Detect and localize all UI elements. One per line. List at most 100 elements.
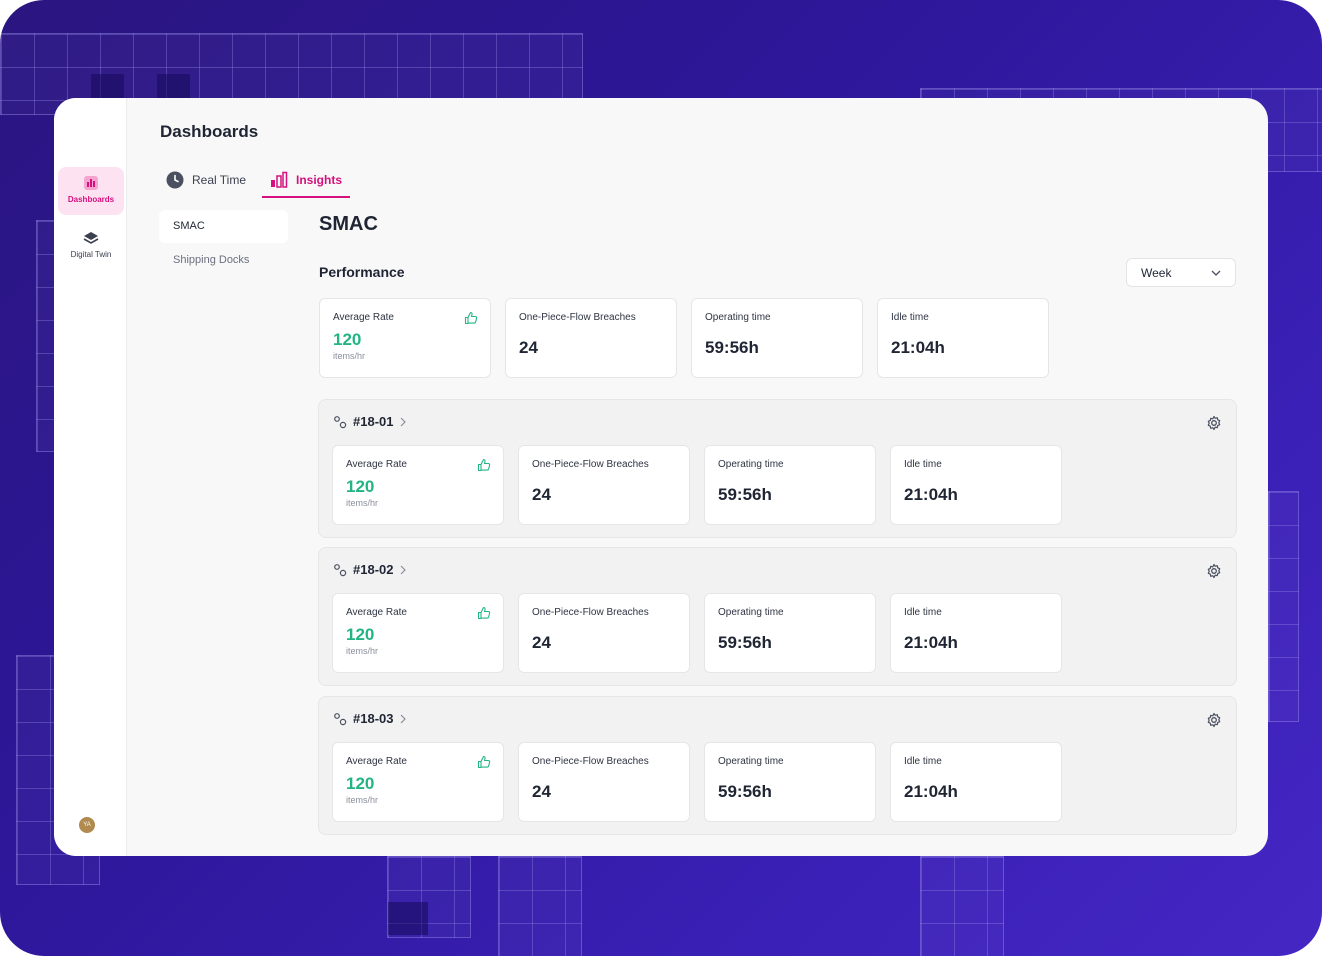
metric-value: 120 — [346, 625, 375, 644]
metric-value: 24 — [519, 338, 538, 357]
sidebar-item-dashboards[interactable]: Dashboards — [58, 167, 124, 215]
metric-label: Average Rate — [346, 459, 407, 470]
metric-card-breaches: One-Piece-Flow Breaches 24 — [518, 742, 690, 822]
sidebar-item-label: Digital Twin — [70, 250, 112, 259]
metric-value: 24 — [532, 485, 551, 504]
metric-label: Idle time — [904, 459, 942, 470]
gear-icon[interactable] — [1206, 712, 1222, 728]
metric-label: Average Rate — [346, 607, 407, 618]
metric-label: One-Piece-Flow Breaches — [532, 607, 649, 618]
metric-card-idle-time: Idle time 21:04h — [890, 742, 1062, 822]
bar-chart-icon — [84, 176, 98, 190]
sidebar-item-digital-twin[interactable]: Digital Twin — [58, 222, 124, 270]
metric-card-operating-time: Operating time 59:56h — [704, 742, 876, 822]
metric-card-idle-time: Idle time 21:04h — [877, 298, 1049, 378]
thumbs-up-icon — [477, 458, 491, 472]
metric-value: 59:56h — [705, 338, 759, 357]
station-group: #18-02 Average Rate 120 items/hr One-Pie… — [318, 547, 1237, 686]
metric-card-operating-time: Operating time 59:56h — [704, 445, 876, 525]
metric-value: 120 — [346, 477, 375, 496]
metric-value: 21:04h — [891, 338, 945, 357]
metric-value: 120 — [346, 774, 375, 793]
decorative-grid — [1268, 491, 1299, 722]
decorative-grid — [498, 856, 582, 956]
period-select-value: Week — [1141, 265, 1172, 280]
metric-card-operating-time: Operating time 59:56h — [704, 593, 876, 673]
metric-label: Operating time — [718, 459, 784, 470]
thumbs-up-icon — [477, 755, 491, 769]
thumbs-up-icon — [464, 311, 478, 325]
station-group: #18-03 Average Rate 120 items/hr One-Pie… — [318, 696, 1237, 835]
sidebar-item-label: Dashboards — [67, 195, 115, 204]
metric-value: 21:04h — [904, 485, 958, 504]
decorative-grid-cell — [388, 902, 428, 935]
metric-unit: items/hr — [333, 351, 366, 361]
metric-unit: items/hr — [346, 498, 379, 508]
metric-value: 21:04h — [904, 782, 958, 801]
subnav-item-shipping-docks[interactable]: Shipping Docks — [173, 254, 250, 266]
tab-label: Insights — [296, 173, 343, 187]
station-name: #18-03 — [353, 711, 394, 726]
chevron-right-icon — [401, 714, 407, 723]
metric-card-average-rate: Average Rate 120 items/hr — [332, 445, 504, 525]
page-title: Dashboards — [160, 122, 259, 141]
metric-label: Idle time — [891, 312, 929, 323]
metric-label: Average Rate — [346, 756, 407, 767]
metric-value: 120 — [333, 330, 362, 349]
performance-title: Performance — [319, 264, 405, 280]
cogs-icon — [334, 712, 347, 725]
decorative-grid-cell — [157, 74, 190, 99]
tab-real-time[interactable]: Real Time — [166, 164, 246, 196]
metric-unit: items/hr — [346, 795, 379, 805]
metric-value: 59:56h — [718, 633, 772, 652]
metric-value: 59:56h — [718, 485, 772, 504]
gear-icon[interactable] — [1206, 415, 1222, 431]
station-group: #18-01 Average Rate 120 items/hr One-Pie… — [318, 399, 1237, 538]
gear-icon[interactable] — [1206, 563, 1222, 579]
metric-value: 59:56h — [718, 782, 772, 801]
metric-card-average-rate: Average Rate 120 items/hr — [332, 593, 504, 673]
station-header[interactable]: #18-01 — [333, 414, 407, 429]
clock-icon — [166, 171, 184, 189]
metric-label: Average Rate — [333, 312, 394, 323]
metric-card-breaches: One-Piece-Flow Breaches 24 — [518, 593, 690, 673]
metric-unit: items/hr — [346, 646, 379, 656]
metric-card-operating-time: Operating time 59:56h — [691, 298, 863, 378]
metric-label: Operating time — [718, 756, 784, 767]
metric-label: Idle time — [904, 756, 942, 767]
station-header[interactable]: #18-03 — [333, 711, 407, 726]
metric-card-average-rate: Average Rate 120 items/hr — [332, 742, 504, 822]
metric-card-breaches: One-Piece-Flow Breaches 24 — [518, 445, 690, 525]
subnav-item-smac[interactable]: SMAC — [159, 210, 288, 243]
decorative-grid — [920, 856, 1004, 956]
chevron-right-icon — [401, 417, 407, 426]
decorative-grid-cell — [91, 74, 124, 99]
metric-card-idle-time: Idle time 21:04h — [890, 593, 1062, 673]
metric-label: Operating time — [718, 607, 784, 618]
layers-icon — [83, 232, 99, 244]
thumbs-up-icon — [477, 606, 491, 620]
metric-value: 21:04h — [904, 633, 958, 652]
metric-card-idle-time: Idle time 21:04h — [890, 445, 1062, 525]
cogs-icon — [334, 563, 347, 576]
metric-card-breaches: One-Piece-Flow Breaches 24 — [505, 298, 677, 378]
metric-label: Idle time — [904, 607, 942, 618]
metric-value: 24 — [532, 782, 551, 801]
station-name: #18-01 — [353, 414, 394, 429]
period-select[interactable]: Week — [1126, 258, 1236, 287]
metric-label: One-Piece-Flow Breaches — [532, 459, 649, 470]
metric-label: One-Piece-Flow Breaches — [532, 756, 649, 767]
tab-label: Real Time — [192, 173, 247, 187]
station-header[interactable]: #18-02 — [333, 562, 407, 577]
avatar[interactable]: YA — [79, 817, 95, 833]
chevron-down-icon — [1211, 270, 1221, 276]
metric-label: Operating time — [705, 312, 771, 323]
app-window: Dashboards Digital Twin YA Dashboards Re… — [54, 98, 1268, 856]
metric-label: One-Piece-Flow Breaches — [519, 312, 636, 323]
tab-insights[interactable]: Insights — [262, 164, 351, 198]
bar-chart-icon — [271, 171, 288, 188]
sidebar: Dashboards Digital Twin YA — [54, 98, 127, 856]
cogs-icon — [334, 415, 347, 428]
metric-value: 24 — [532, 633, 551, 652]
metric-card-average-rate: Average Rate 120 items/hr — [319, 298, 491, 378]
